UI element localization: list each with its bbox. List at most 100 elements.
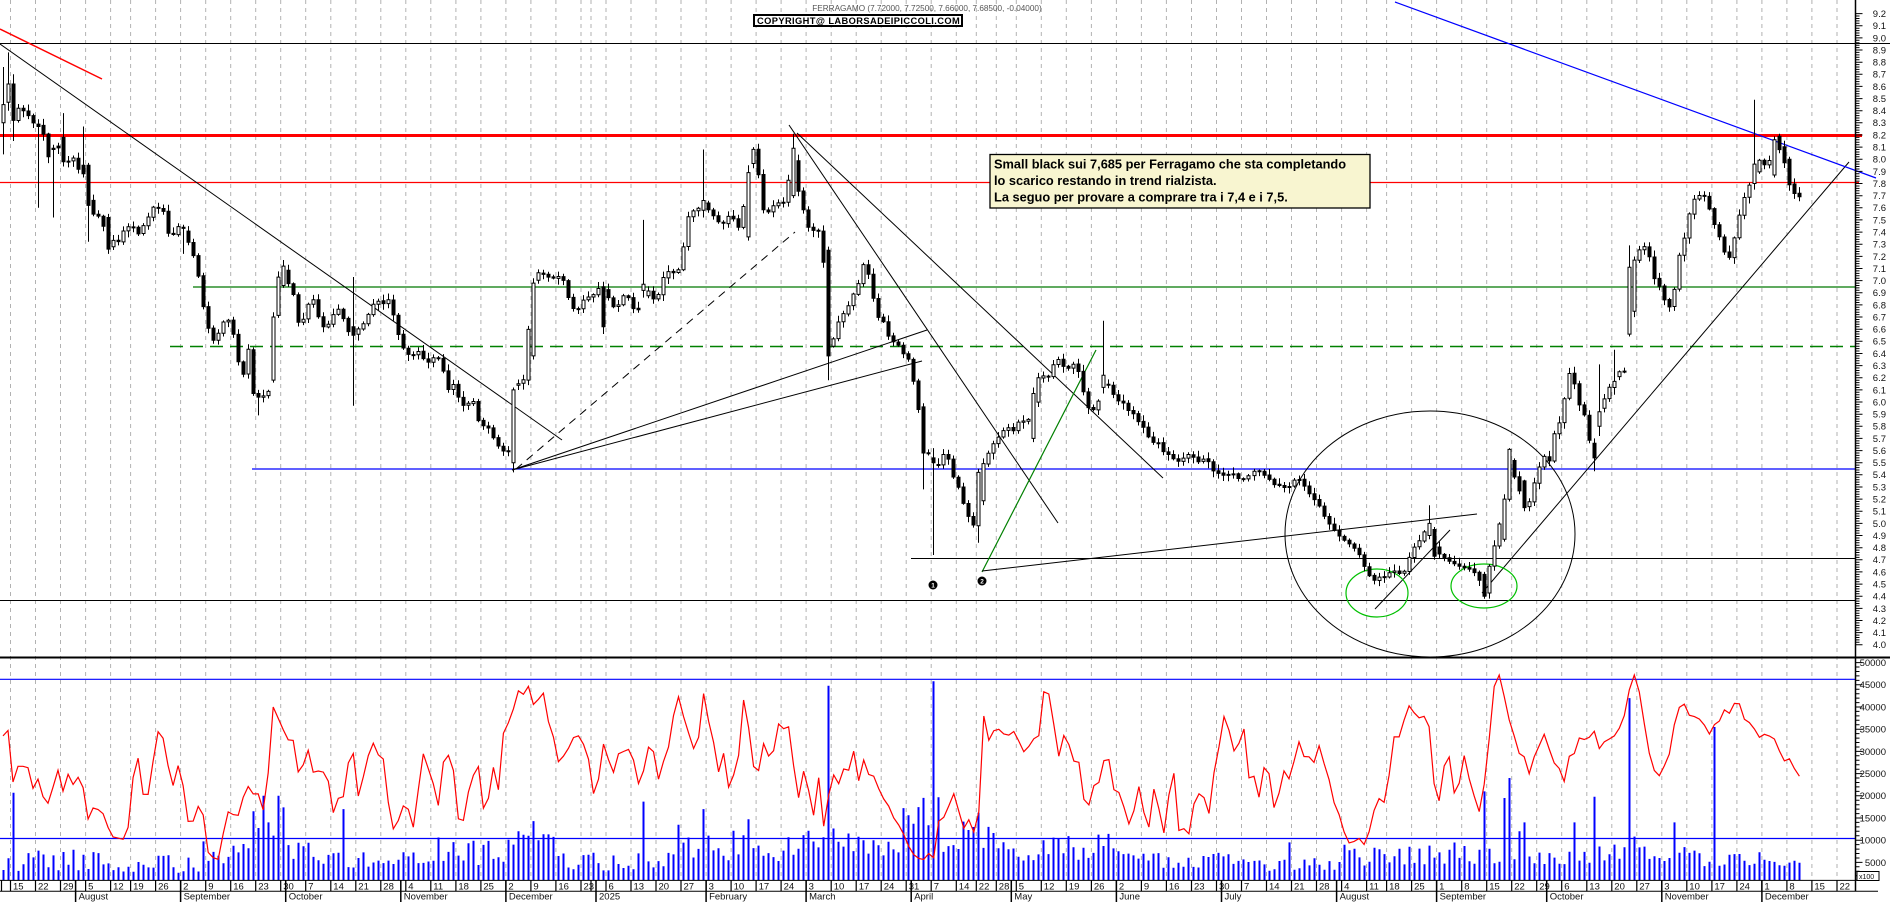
svg-text:21: 21 [1294,882,1305,893]
svg-text:5.2: 5.2 [1873,495,1886,506]
svg-text:29: 29 [63,882,74,893]
svg-text:6.0: 6.0 [1873,397,1886,408]
svg-text:23: 23 [584,882,595,893]
svg-text:22: 22 [1514,882,1525,893]
svg-text:24: 24 [1739,882,1750,893]
svg-text:18: 18 [458,882,469,893]
svg-text:7: 7 [308,882,313,893]
svg-text:1: 1 [1764,882,1769,893]
svg-text:September: September [184,892,230,903]
svg-text:7.6: 7.6 [1873,203,1886,214]
svg-text:4.9: 4.9 [1873,531,1886,542]
svg-text:11: 11 [1369,882,1379,893]
svg-text:20: 20 [1614,882,1625,893]
svg-text:5.3: 5.3 [1873,482,1886,493]
svg-text:8.4: 8.4 [1873,106,1886,117]
svg-text:2: 2 [1119,882,1124,893]
svg-text:18: 18 [1389,882,1400,893]
svg-text:8.2: 8.2 [1873,130,1886,141]
svg-text:25: 25 [483,882,494,893]
svg-text:3: 3 [1664,882,1669,893]
svg-text:20000: 20000 [1860,791,1886,802]
svg-text:1: 1 [931,582,935,589]
svg-text:4: 4 [1344,882,1349,893]
svg-text:5: 5 [1019,882,1024,893]
svg-text:10000: 10000 [1860,836,1886,847]
svg-text:August: August [79,892,109,903]
svg-text:4.4: 4.4 [1873,592,1886,603]
svg-text:13: 13 [1589,882,1600,893]
svg-text:6: 6 [609,882,614,893]
svg-text:6: 6 [1564,882,1569,893]
svg-text:6.6: 6.6 [1873,325,1886,336]
svg-text:30000: 30000 [1860,747,1886,758]
svg-text:15: 15 [13,882,24,893]
svg-text:23: 23 [1194,882,1205,893]
svg-text:10: 10 [1689,882,1700,893]
svg-text:7.8: 7.8 [1873,179,1886,190]
svg-text:40000: 40000 [1860,702,1886,713]
svg-text:7.0: 7.0 [1873,276,1886,287]
svg-text:20: 20 [659,882,670,893]
svg-text:15000: 15000 [1860,813,1886,824]
svg-text:22: 22 [38,882,49,893]
svg-text:November: November [404,892,448,903]
svg-text:6.3: 6.3 [1873,361,1886,372]
svg-text:Small black sui 7,685 per Ferr: Small black sui 7,685 per Ferragamo che … [994,157,1346,172]
svg-text:28: 28 [999,882,1010,893]
svg-text:8.0: 8.0 [1873,155,1886,166]
svg-text:22: 22 [1840,882,1851,893]
svg-text:8: 8 [1464,882,1469,893]
svg-text:9: 9 [208,882,213,893]
svg-text:June: June [1119,892,1140,903]
svg-text:35000: 35000 [1860,725,1886,736]
svg-text:4.7: 4.7 [1873,555,1886,566]
svg-text:8.5: 8.5 [1873,94,1886,105]
svg-text:November: November [1665,892,1709,903]
svg-text:6.7: 6.7 [1873,312,1886,323]
svg-text:6.4: 6.4 [1873,349,1886,360]
svg-text:25: 25 [1414,882,1425,893]
svg-text:23: 23 [258,882,269,893]
svg-text:7.7: 7.7 [1873,191,1886,202]
svg-text:22: 22 [979,882,990,893]
svg-text:March: March [809,892,835,903]
svg-text:5: 5 [88,882,93,893]
svg-text:6.9: 6.9 [1873,288,1886,299]
svg-text:2025: 2025 [599,892,620,903]
svg-text:5.8: 5.8 [1873,422,1886,433]
svg-text:10: 10 [734,882,745,893]
svg-text:9: 9 [533,882,538,893]
svg-text:August: August [1340,892,1370,903]
svg-text:17: 17 [1714,882,1725,893]
svg-text:28: 28 [383,882,394,893]
svg-text:x100: x100 [1859,874,1874,881]
svg-text:2: 2 [183,882,188,893]
svg-text:1: 1 [1439,882,1444,893]
svg-text:19: 19 [1069,882,1080,893]
svg-text:5.9: 5.9 [1873,410,1886,421]
svg-text:6.2: 6.2 [1873,373,1886,384]
svg-text:lo scarico restando in trend r: lo scarico restando in trend rialzista. [994,173,1217,188]
svg-text:8.1: 8.1 [1873,143,1886,154]
svg-text:30: 30 [283,882,294,893]
svg-text:7.5: 7.5 [1873,215,1886,226]
svg-text:30: 30 [1219,882,1230,893]
svg-text:6.1: 6.1 [1873,385,1886,396]
svg-text:14: 14 [959,882,970,893]
svg-text:4: 4 [408,882,413,893]
svg-text:16: 16 [1169,882,1180,893]
svg-text:September: September [1440,892,1486,903]
svg-text:3: 3 [709,882,714,893]
svg-text:14: 14 [333,882,344,893]
svg-text:October: October [1550,892,1584,903]
svg-text:8.8: 8.8 [1873,58,1886,69]
svg-text:9.2: 9.2 [1873,9,1886,20]
svg-text:21: 21 [358,882,369,893]
svg-text:7.3: 7.3 [1873,240,1886,251]
svg-text:10: 10 [834,882,845,893]
svg-text:8: 8 [1789,882,1794,893]
svg-text:27: 27 [684,882,695,893]
svg-text:2: 2 [980,578,984,585]
svg-text:4.0: 4.0 [1873,640,1886,651]
